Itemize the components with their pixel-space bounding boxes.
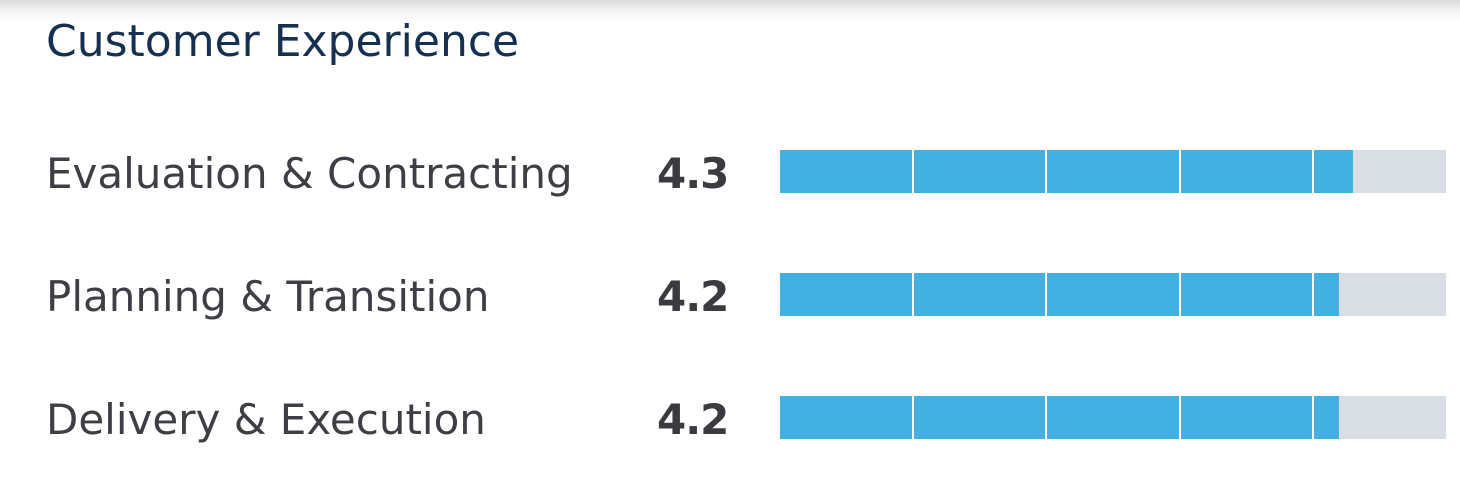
rating-bar-fill <box>780 273 1339 316</box>
rating-row-planning-transition: Planning & Transition 4.2 <box>0 267 1460 327</box>
rating-bar-divider <box>1045 273 1047 316</box>
rating-bar-fill <box>780 150 1353 193</box>
rating-bar-divider <box>1312 150 1314 193</box>
rating-bar-divider <box>1179 150 1181 193</box>
rating-score: 4.3 <box>657 149 729 198</box>
rating-bar-divider <box>1179 273 1181 316</box>
top-shadow <box>0 0 1460 22</box>
rating-bar <box>780 150 1446 193</box>
rating-bar-divider <box>1179 396 1181 439</box>
rating-bar-divider <box>912 273 914 316</box>
rating-score: 4.2 <box>657 395 729 444</box>
rating-row-delivery-execution: Delivery & Execution 4.2 <box>0 390 1460 450</box>
rating-label: Planning & Transition <box>46 272 490 321</box>
rating-bar-divider <box>1312 396 1314 439</box>
rating-bar-divider <box>1312 273 1314 316</box>
rating-bar-divider <box>912 396 914 439</box>
rating-bar-fill <box>780 396 1339 439</box>
section-title: Customer Experience <box>46 16 520 67</box>
rating-bar-divider <box>912 150 914 193</box>
rating-label: Evaluation & Contracting <box>46 149 573 198</box>
rating-label: Delivery & Execution <box>46 395 486 444</box>
rating-bar-divider <box>1045 396 1047 439</box>
rating-row-evaluation-contracting: Evaluation & Contracting 4.3 <box>0 144 1460 204</box>
rating-score: 4.2 <box>657 272 729 321</box>
rating-bar <box>780 273 1446 316</box>
rating-bar-divider <box>1045 150 1047 193</box>
rating-bar <box>780 396 1446 439</box>
